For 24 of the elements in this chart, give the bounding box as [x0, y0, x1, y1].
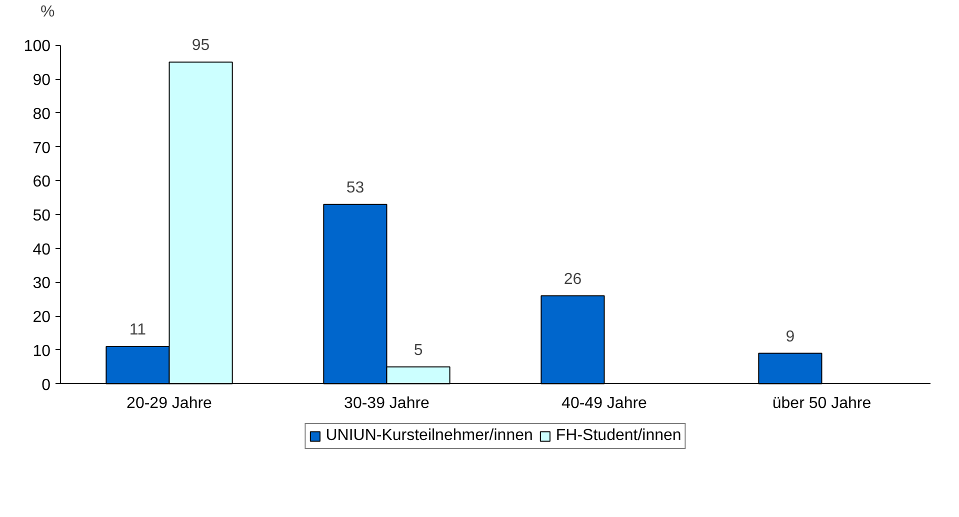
y-tick-label: 100: [24, 38, 51, 56]
y-tick-label: 0: [42, 376, 51, 394]
legend-label: UNIUN-Kursteilnehmer/innen: [326, 427, 533, 445]
legend-label: FH-Student/innen: [556, 427, 682, 445]
y-tick-label: 50: [32, 207, 51, 224]
data-label: 26: [564, 270, 582, 288]
data-label: 95: [192, 37, 210, 54]
y-tick-label: 80: [32, 106, 51, 123]
y-tick-label: 60: [32, 174, 51, 191]
data-label: 5: [414, 342, 423, 359]
data-label: 53: [346, 179, 364, 196]
x-tick-label: 20-29 Jahre: [126, 394, 212, 412]
y-tick-label: 10: [32, 342, 51, 360]
y-tick-label: 30: [32, 275, 51, 292]
x-tick-label: 30-39 Jahre: [344, 394, 430, 412]
y-tick-label: 90: [32, 72, 51, 90]
x-tick-label: 40-49 Jahre: [562, 394, 648, 412]
data-label: 9: [786, 328, 795, 346]
data-label: 11: [129, 322, 146, 339]
y-axis-title: %: [40, 4, 55, 20]
y-tick-label: 40: [32, 241, 51, 258]
y-tick-label: 70: [32, 140, 51, 157]
x-tick-label: über 50 Jahre: [772, 394, 872, 412]
y-tick-label: 20: [32, 309, 51, 326]
